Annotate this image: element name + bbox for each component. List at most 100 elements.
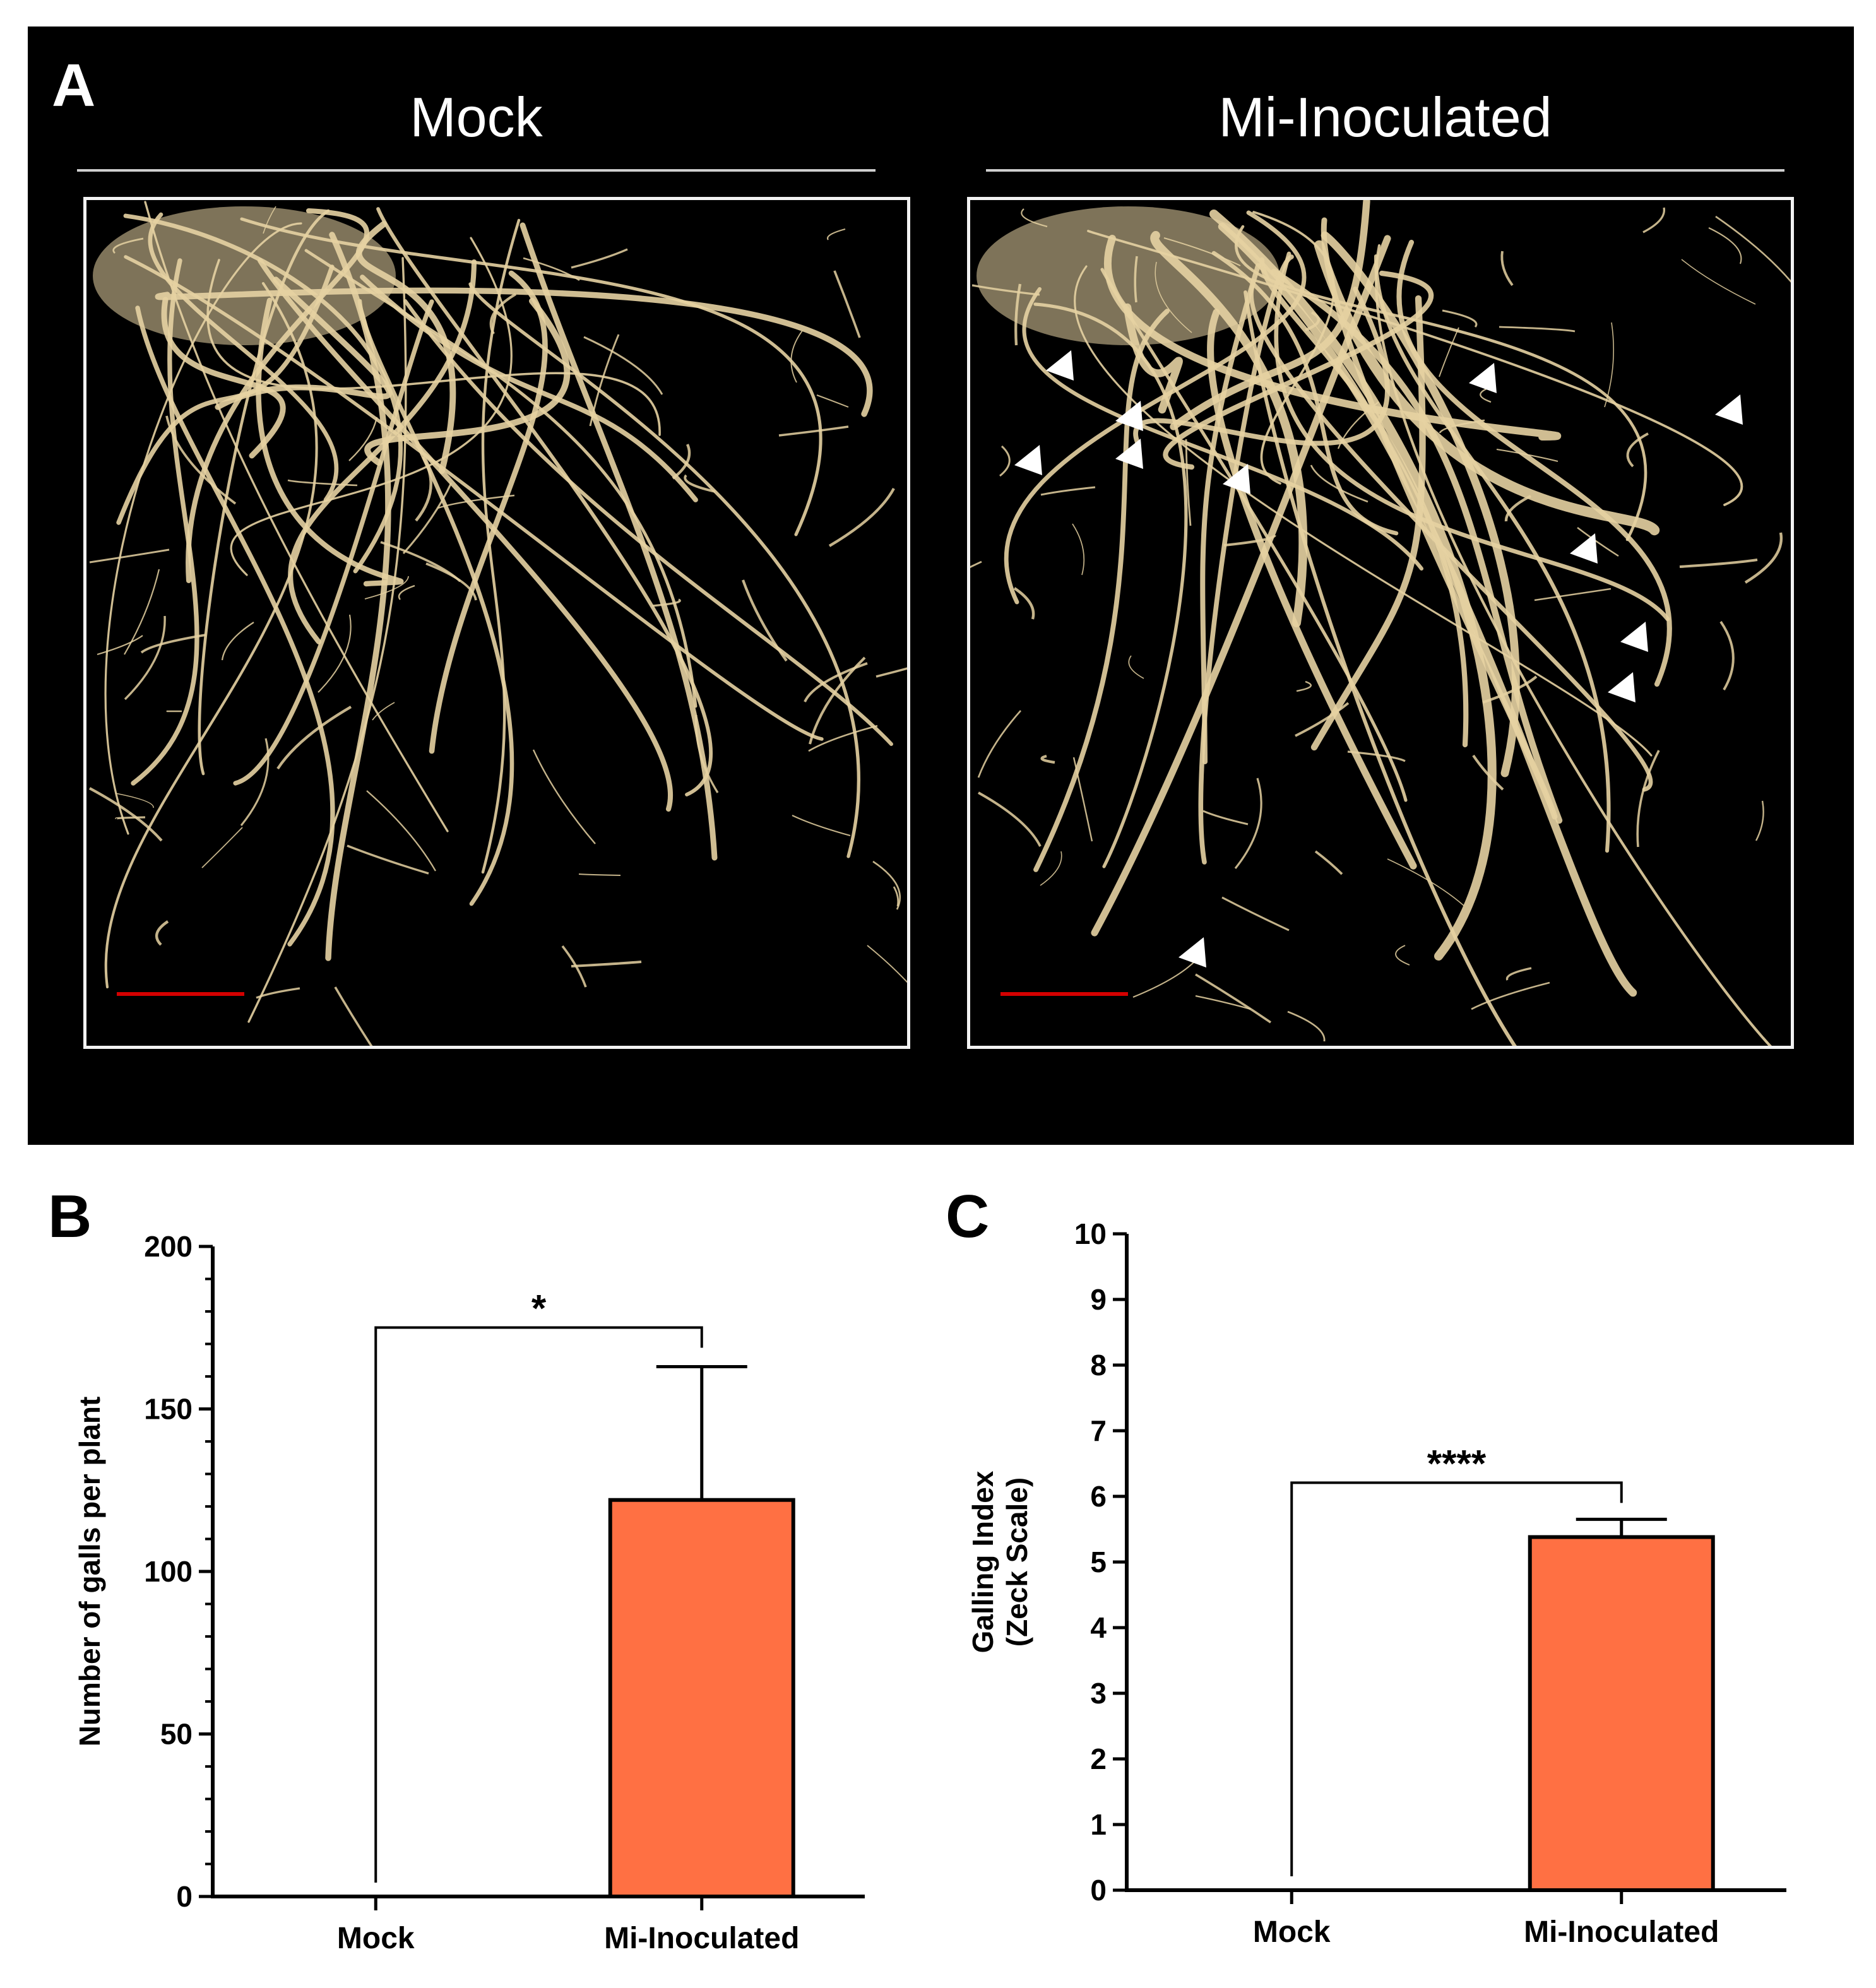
root-strand xyxy=(1374,244,1772,1046)
lateral-root xyxy=(778,425,849,437)
lateral-root xyxy=(1577,527,1619,557)
y-tick-label: 1 xyxy=(1090,1808,1107,1841)
lateral-root xyxy=(684,474,716,493)
lateral-root xyxy=(1395,945,1410,966)
lateral-root xyxy=(1681,259,1756,305)
lateral-root xyxy=(1604,322,1615,408)
lateral-root xyxy=(893,886,899,907)
lateral-root xyxy=(1287,1010,1326,1042)
gall-arrowhead xyxy=(1115,401,1143,431)
lateral-root xyxy=(1471,981,1550,1010)
lateral-root xyxy=(1305,311,1320,332)
y-axis-label: Number of galls per plant xyxy=(73,1397,106,1747)
lateral-root xyxy=(1500,251,1514,287)
root-strand xyxy=(131,258,199,786)
gall-arrowhead xyxy=(1608,672,1636,702)
x-tick-label: Mi-Inoculated xyxy=(1524,1915,1719,1949)
gall-arrowhead xyxy=(1046,350,1074,381)
lateral-root xyxy=(523,257,580,281)
lateral-root xyxy=(140,634,206,654)
lateral-root xyxy=(561,945,587,988)
lateral-root xyxy=(201,827,243,868)
lateral-root xyxy=(1185,439,1192,526)
lateral-root xyxy=(1482,675,1538,704)
lateral-root xyxy=(348,417,378,461)
y-tick-label: 5 xyxy=(1090,1546,1107,1578)
inoculated-roots-drawing xyxy=(970,200,1791,1046)
root-strand xyxy=(1244,290,1517,1046)
root-strand xyxy=(256,297,404,587)
mock-title-rule xyxy=(77,169,876,172)
lateral-root xyxy=(1755,800,1764,841)
root-strand xyxy=(206,259,661,436)
lateral-root xyxy=(89,548,170,564)
root-strand xyxy=(104,281,318,989)
gall-arrowhead xyxy=(1115,439,1143,469)
x-tick-label: Mock xyxy=(1253,1915,1331,1949)
lateral-root xyxy=(1040,851,1062,886)
lateral-root xyxy=(809,656,866,745)
lateral-root xyxy=(1496,448,1558,463)
lateral-root xyxy=(589,334,620,427)
lateral-root xyxy=(1642,207,1666,234)
lateral-root xyxy=(115,793,154,808)
root-crown xyxy=(93,206,396,345)
root-strand xyxy=(1274,251,1670,622)
lateral-root xyxy=(115,816,146,820)
lateral-root xyxy=(1442,309,1478,328)
y-tick-label: 2 xyxy=(1090,1742,1107,1775)
y-tick-label: 7 xyxy=(1090,1414,1107,1447)
lateral-root xyxy=(318,614,352,693)
lateral-root xyxy=(1744,532,1783,584)
lateral-root xyxy=(999,445,1011,477)
lateral-root xyxy=(790,330,803,383)
lateral-root xyxy=(1040,486,1096,496)
lateral-root xyxy=(876,667,907,678)
root-mass xyxy=(970,200,1791,1046)
mock-photo-title: Mock xyxy=(410,86,543,148)
panel-b-letter: B xyxy=(48,1183,92,1250)
bar xyxy=(1528,1535,1715,1892)
lateral-root xyxy=(1439,419,1485,434)
inoculated-photo-title: Mi-Inoculated xyxy=(1218,86,1552,148)
gall-arrowhead xyxy=(1014,445,1042,475)
lateral-root xyxy=(1128,655,1144,679)
x-tick-label: Mi-Inoculated xyxy=(604,1922,799,1955)
lateral-root xyxy=(828,487,895,547)
lateral-root xyxy=(1072,757,1093,842)
lateral-root xyxy=(583,336,663,395)
lateral-root xyxy=(347,844,429,875)
root-strand xyxy=(1022,287,1424,571)
significance-bracket xyxy=(374,1326,703,1883)
inoculated-title-rule xyxy=(986,169,1784,172)
y-axis-label: Galling Index xyxy=(966,1470,999,1653)
root-strand xyxy=(1033,309,1170,872)
root-strand xyxy=(233,299,434,786)
lateral-root xyxy=(1636,750,1660,848)
lateral-root xyxy=(402,482,453,555)
lateral-root xyxy=(1499,326,1576,333)
root-strand xyxy=(1091,235,1391,937)
lateral-root xyxy=(1072,523,1085,576)
lateral-root xyxy=(792,815,851,837)
root-strand xyxy=(357,299,514,906)
root-strand xyxy=(304,249,698,708)
panel-a-letter: A xyxy=(52,52,96,119)
lateral-root xyxy=(1708,227,1742,264)
root-strand xyxy=(1170,200,1370,430)
root-strand xyxy=(247,257,407,1023)
root-strand xyxy=(481,218,521,874)
lateral-root xyxy=(489,293,517,334)
lateral-root xyxy=(1337,401,1379,449)
lateral-root xyxy=(1234,778,1262,870)
lateral-root xyxy=(1534,588,1612,601)
gall-arrowhead xyxy=(1620,622,1648,652)
root-strand xyxy=(161,297,286,459)
root-strand xyxy=(1374,254,1611,853)
lateral-root xyxy=(1626,432,1649,468)
lateral-root xyxy=(833,270,861,338)
lateral-root xyxy=(276,706,352,770)
root-crown xyxy=(977,206,1279,345)
lateral-root xyxy=(334,986,373,1046)
y-tick-label: 10 xyxy=(1074,1217,1107,1250)
